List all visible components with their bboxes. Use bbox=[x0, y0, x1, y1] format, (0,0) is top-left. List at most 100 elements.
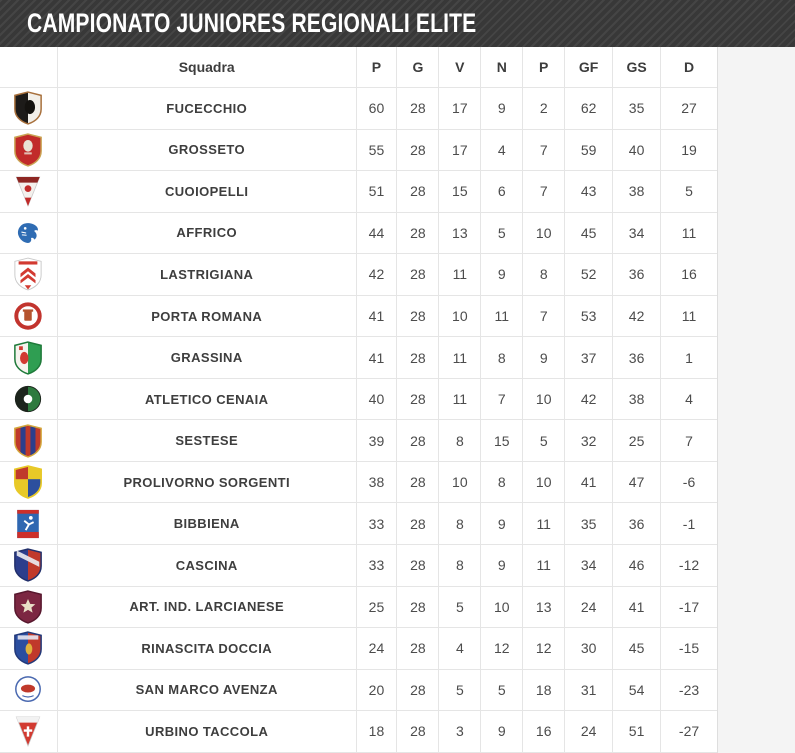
stat-played: 28 bbox=[396, 503, 438, 545]
cascina-crest-icon bbox=[13, 548, 43, 583]
stat-goals-for: 53 bbox=[564, 295, 612, 337]
stat-difference: -12 bbox=[660, 545, 717, 586]
stat-lost: 7 bbox=[522, 171, 564, 212]
stat-drawn: 9 bbox=[480, 88, 522, 129]
stat-won: 17 bbox=[438, 129, 480, 171]
stat-lost: 11 bbox=[522, 545, 564, 586]
team-name: GROSSETO bbox=[168, 142, 246, 158]
stat-points: 33 bbox=[355, 545, 397, 586]
stat-goals-against: 38 bbox=[612, 378, 660, 420]
stat-difference: 16 bbox=[660, 254, 717, 295]
stat-drawn: 15 bbox=[480, 420, 522, 461]
standings-body: FUCECCHIO 60 28 17 9 2 62 35 27 GROSSETO… bbox=[0, 88, 717, 753]
stat-played: 28 bbox=[396, 129, 438, 171]
stat-difference: 19 bbox=[660, 129, 717, 171]
team-logo-cell bbox=[0, 670, 57, 711]
stat-drawn: 11 bbox=[480, 295, 522, 337]
stat-difference: 1 bbox=[660, 337, 717, 378]
team-name: ATLETICO CENAIA bbox=[144, 391, 269, 407]
urbino-taccola-crest-icon bbox=[13, 714, 43, 748]
table-row: ATLETICO CENAIA 40 28 11 7 10 42 38 4 bbox=[0, 378, 717, 421]
rinascita-doccia-crest-icon bbox=[13, 631, 43, 666]
team-logo-cell bbox=[0, 171, 57, 212]
stat-difference: 4 bbox=[660, 378, 717, 420]
stat-drawn: 9 bbox=[480, 503, 522, 545]
stat-goals-for: 31 bbox=[564, 669, 612, 711]
stat-goals-against: 35 bbox=[612, 88, 660, 129]
stat-goals-for: 45 bbox=[564, 212, 612, 254]
stat-lost: 10 bbox=[522, 212, 564, 254]
stat-points: 18 bbox=[355, 711, 397, 752]
team-name-cell: ATLETICO CENAIA bbox=[56, 378, 356, 420]
stat-points: 24 bbox=[355, 628, 397, 669]
cuoiopelli-crest-icon bbox=[13, 174, 43, 208]
table-row: LASTRIGIANA 42 28 11 9 8 52 36 16 bbox=[0, 254, 717, 296]
team-logo-cell bbox=[0, 462, 57, 503]
stat-won: 8 bbox=[438, 420, 480, 461]
team-logo-cell bbox=[0, 420, 57, 461]
column-header-goals-against: GS bbox=[612, 47, 660, 87]
stat-goals-against: 34 bbox=[612, 212, 660, 254]
column-header-squadra: Squadra bbox=[56, 47, 356, 87]
stat-goals-for: 41 bbox=[564, 461, 612, 503]
stat-points: 42 bbox=[355, 254, 397, 295]
stat-goals-for: 32 bbox=[564, 420, 612, 461]
stat-won: 8 bbox=[438, 545, 480, 586]
standings-table: Squadra P G V N P GF GS D FUCECCHIO 60 2… bbox=[0, 47, 718, 753]
stat-difference: -23 bbox=[660, 669, 717, 711]
stat-goals-against: 36 bbox=[612, 503, 660, 545]
stat-won: 11 bbox=[438, 378, 480, 420]
stat-goals-for: 24 bbox=[564, 711, 612, 752]
stat-drawn: 6 bbox=[480, 171, 522, 212]
stat-drawn: 5 bbox=[480, 669, 522, 711]
stat-lost: 5 bbox=[522, 420, 564, 461]
stat-drawn: 10 bbox=[480, 586, 522, 628]
stat-difference: 11 bbox=[660, 212, 717, 254]
stat-drawn: 8 bbox=[480, 337, 522, 378]
stat-drawn: 12 bbox=[480, 628, 522, 669]
stat-goals-against: 36 bbox=[612, 254, 660, 295]
team-name-cell: BIBBIENA bbox=[56, 503, 356, 545]
team-logo-cell bbox=[0, 711, 57, 752]
grassina-crest-icon bbox=[13, 340, 43, 375]
team-logo-cell bbox=[0, 587, 57, 628]
team-name-cell: SESTESE bbox=[56, 420, 356, 461]
table-row: GRASSINA 41 28 11 8 9 37 36 1 bbox=[0, 337, 717, 379]
stat-played: 28 bbox=[396, 628, 438, 669]
table-row: BIBBIENA 33 28 8 9 11 35 36 -1 bbox=[0, 503, 717, 546]
stat-goals-for: 43 bbox=[564, 171, 612, 212]
stat-played: 28 bbox=[396, 461, 438, 503]
stat-lost: 10 bbox=[522, 461, 564, 503]
stat-goals-for: 35 bbox=[564, 503, 612, 545]
stat-played: 28 bbox=[396, 337, 438, 378]
stat-lost: 7 bbox=[522, 129, 564, 171]
stat-won: 17 bbox=[438, 88, 480, 129]
column-header-logo bbox=[0, 47, 57, 87]
team-name-cell: AFFRICO bbox=[56, 212, 356, 254]
stat-drawn: 9 bbox=[480, 254, 522, 295]
stat-played: 28 bbox=[396, 420, 438, 461]
affrico-crest-icon bbox=[13, 216, 43, 250]
table-row: GROSSETO 55 28 17 4 7 59 40 19 bbox=[0, 129, 717, 172]
stat-won: 3 bbox=[438, 711, 480, 752]
stat-goals-for: 30 bbox=[564, 628, 612, 669]
stat-goals-against: 41 bbox=[612, 586, 660, 628]
column-header-drawn: N bbox=[480, 47, 522, 87]
column-header-won: V bbox=[438, 47, 480, 87]
team-logo-cell bbox=[0, 213, 57, 254]
team-logo-cell bbox=[0, 379, 57, 420]
prolivorno-crest-icon bbox=[13, 465, 43, 500]
team-name-cell: LASTRIGIANA bbox=[56, 254, 356, 295]
stat-played: 28 bbox=[396, 254, 438, 295]
stat-drawn: 9 bbox=[480, 545, 522, 586]
stat-difference: 11 bbox=[660, 295, 717, 337]
stat-difference: 5 bbox=[660, 171, 717, 212]
team-logo-cell bbox=[0, 503, 57, 544]
stat-won: 10 bbox=[438, 295, 480, 337]
bibbiena-crest-icon bbox=[13, 507, 43, 541]
team-name-cell: URBINO TACCOLA bbox=[56, 711, 356, 752]
stat-lost: 13 bbox=[522, 586, 564, 628]
stat-drawn: 9 bbox=[480, 711, 522, 752]
stat-difference: -15 bbox=[660, 628, 717, 669]
stat-difference: -17 bbox=[660, 586, 717, 628]
